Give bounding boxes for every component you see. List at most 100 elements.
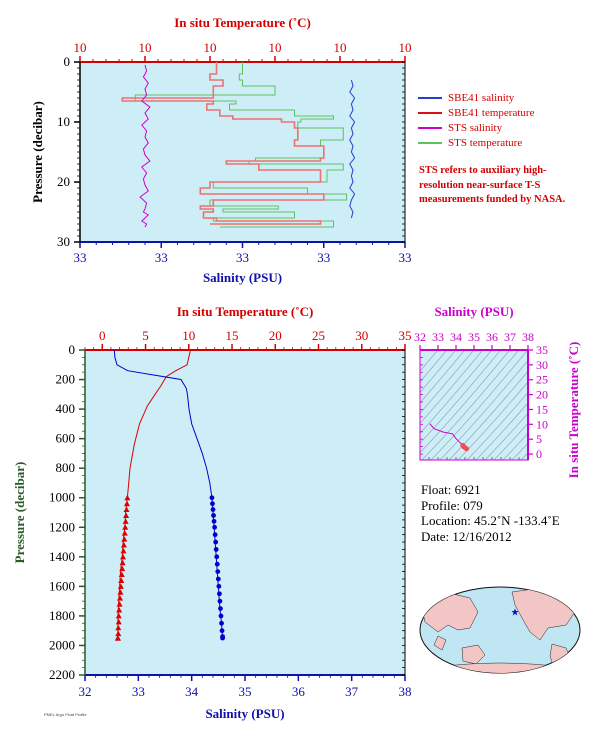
right-tick-label: 15	[536, 402, 548, 416]
map-land-antarctica	[424, 662, 576, 673]
legend-label: STS salinity	[448, 121, 503, 134]
salinity-marker	[213, 547, 219, 552]
salinity-marker	[217, 598, 223, 604]
legend-swatch	[418, 96, 442, 99]
y-tick-label: 0	[69, 342, 76, 357]
y-tick-label: 30	[57, 234, 70, 249]
series-line-sbe41-salinity	[349, 79, 356, 219]
ts-diagram-plot: 32 33 34 35 36 37 38 Salinity (PSU) 051015202530…	[414, 304, 581, 478]
series-line-sbe41-temperature	[121, 62, 325, 225]
temperature-marker	[115, 630, 122, 637]
isopycnal-line	[466, 391, 528, 460]
y-tick-label: 400	[56, 401, 76, 416]
temperature-marker	[115, 612, 122, 619]
temperature-marker	[117, 589, 124, 595]
top-tick-label: 32	[414, 330, 426, 344]
salinity-marker	[211, 513, 216, 518]
top-axis-title: Salinity (PSU)	[434, 304, 513, 319]
float-location: Location: 45.2˚N -133.4˚E	[421, 513, 560, 528]
salinity-marker	[212, 524, 218, 530]
top-tick-label: 25	[312, 328, 325, 343]
top-tick-label: 15	[226, 328, 239, 343]
temperature-marker	[115, 618, 122, 625]
top-tick-label: 35	[399, 328, 412, 343]
salinity-marker	[217, 591, 222, 597]
plot-area	[79, 61, 406, 243]
salinity-marker	[214, 561, 220, 567]
world-map	[419, 586, 581, 674]
y-tick-label: 800	[56, 460, 76, 475]
top-tick-label: 10	[204, 40, 217, 55]
temperature-marker	[118, 571, 125, 578]
temperature-marker	[118, 577, 125, 583]
temperature-marker	[120, 542, 127, 548]
profile-date: Date: 12/16/2012	[421, 528, 512, 544]
top-tick-label: 37	[504, 330, 516, 344]
bottom-axis-title: Salinity (PSU)	[205, 706, 284, 721]
near-surface-plot: 10 10 10 10 10 10 In situ Temperature (˚C) 33 33…	[30, 15, 412, 285]
bottom-tick-label: 33	[236, 250, 249, 265]
salinity-marker	[211, 518, 217, 524]
top-tick-label: 34	[450, 330, 462, 344]
top-tick-label: 10	[182, 328, 195, 343]
isopycnal-line	[430, 350, 528, 460]
top-axis-title: In situ Temperature (˚C)	[177, 304, 314, 319]
top-axis-title: In situ Temperature (˚C)	[174, 15, 311, 30]
temperature-marker	[116, 601, 123, 607]
top-tick-label: 20	[269, 328, 282, 343]
y-tick-label: 1400	[49, 549, 75, 564]
bottom-tick-label: 33	[74, 250, 87, 265]
temperature-marker	[122, 524, 129, 530]
map-land-australia	[461, 644, 486, 665]
temperature-marker	[116, 607, 123, 613]
bottom-tick-label: 33	[155, 250, 168, 265]
bottom-tick-label: 33	[399, 250, 412, 265]
bottom-tick-label: 33	[132, 684, 145, 699]
y-tick-label: 0	[64, 54, 71, 69]
right-tick-label: 10	[536, 417, 548, 431]
temperature-marker	[124, 494, 131, 501]
temperature-marker	[122, 518, 129, 524]
salinity-marker	[215, 576, 221, 582]
isopycnal-line	[420, 350, 493, 434]
temperature-marker	[114, 635, 121, 641]
temperature-marker	[117, 583, 124, 589]
salinity-marker	[212, 532, 218, 538]
temperature-marker	[121, 536, 128, 542]
isopycnal-line	[420, 350, 502, 444]
salinity-marker	[213, 539, 219, 545]
plot-area	[84, 349, 406, 676]
y-tick-label: 200	[56, 372, 76, 387]
full-profile-plot: 0 5 10 15 20 25 30 35 In situ Temperature (˚C) 32…	[12, 304, 412, 721]
temperature-marker	[120, 547, 127, 554]
y-tick-label: 600	[56, 431, 76, 446]
y-tick-label: 1200	[49, 519, 75, 534]
isopycnal-line	[457, 381, 528, 460]
salinity-marker	[220, 635, 226, 641]
temperature-marker	[123, 512, 130, 518]
bottom-tick-label: 34	[185, 684, 199, 699]
right-tick-label: 25	[536, 373, 548, 387]
top-tick-label: 10	[269, 40, 282, 55]
right-tick-label: 5	[536, 432, 542, 446]
float-info: Float: 6921 Profile: 079 Location: 45.2˚…	[421, 482, 560, 544]
y-tick-label: 20	[57, 174, 70, 189]
salinity-marker	[210, 507, 216, 512]
legend-swatch	[418, 126, 442, 129]
series-line-salinity	[113, 349, 224, 639]
isopycnal-line	[420, 350, 511, 454]
isopycnal-line	[448, 370, 528, 460]
temperature-marker	[119, 559, 126, 566]
temperature-marker	[115, 624, 122, 631]
isopycnal-line	[502, 432, 528, 460]
bottom-tick-label: 33	[317, 250, 330, 265]
bottom-tick-label: 36	[292, 684, 306, 699]
bottom-tick-label: 37	[345, 684, 359, 699]
bottom-axis-title: Salinity (PSU)	[203, 270, 282, 285]
bottom-tick-label: 38	[399, 684, 412, 699]
temperature-marker	[123, 506, 130, 513]
legend-item-sts-temperature: STS temperature	[418, 135, 534, 150]
isopycnal-line	[421, 350, 520, 460]
top-tick-label: 35	[468, 330, 480, 344]
top-tick-label: 5	[142, 328, 149, 343]
